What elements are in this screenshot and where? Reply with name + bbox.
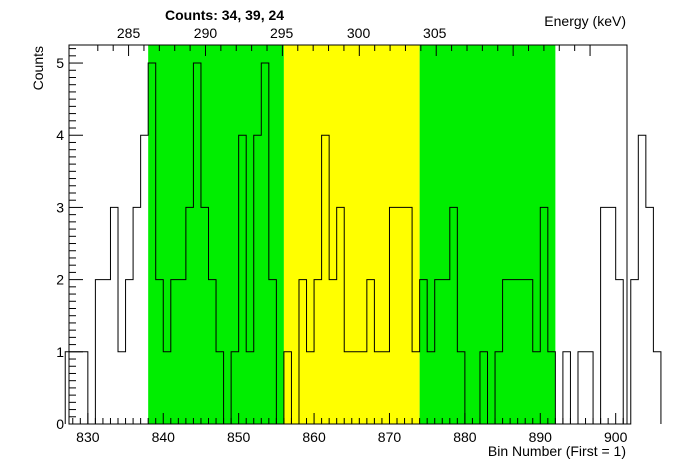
plot-frame [68,44,628,425]
region-band-0 [148,45,284,424]
y-tick-label: 4 [56,127,64,143]
y-tick-label: 2 [56,272,64,288]
y-tick-labels: 0 1 2 3 4 5 [56,55,64,432]
y-tick-label: 5 [56,55,64,71]
y-tick-label: 3 [56,199,64,215]
axis-ticks [69,45,624,425]
x-tick-label: 840 [152,429,176,445]
energy-tick-label: 295 [270,25,294,41]
energy-tick-label: 305 [423,25,447,41]
energy-axis-title: Energy (keV) [544,13,626,29]
energy-tick-label: 290 [194,25,218,41]
x-tick-label: 860 [302,429,326,445]
region-band-1 [283,45,420,424]
chart-title: Counts: 34, 39, 24 [165,7,284,23]
y-tick-label: 1 [56,344,64,360]
y-axis-title: Counts [30,46,46,90]
x-tick-label: 870 [378,429,402,445]
x-tick-label: 830 [76,429,100,445]
x-tick-label: 880 [453,429,477,445]
x-tick-label: 900 [604,429,628,445]
x-axis-title: Bin Number (First = 1) [488,443,626,459]
histogram-series [64,62,662,425]
energy-tick-labels: 285 290 295 300 305 [117,25,447,41]
energy-tick-label: 300 [347,25,371,41]
x-tick-labels: 830 840 850 860 870 880 890 900 [76,429,627,445]
energy-tick-label: 285 [117,25,141,41]
x-tick-label: 890 [529,429,553,445]
y-tick-label: 0 [56,416,64,432]
highlight-regions [148,45,556,424]
histogram [64,62,662,425]
x-tick-label: 850 [227,429,251,445]
